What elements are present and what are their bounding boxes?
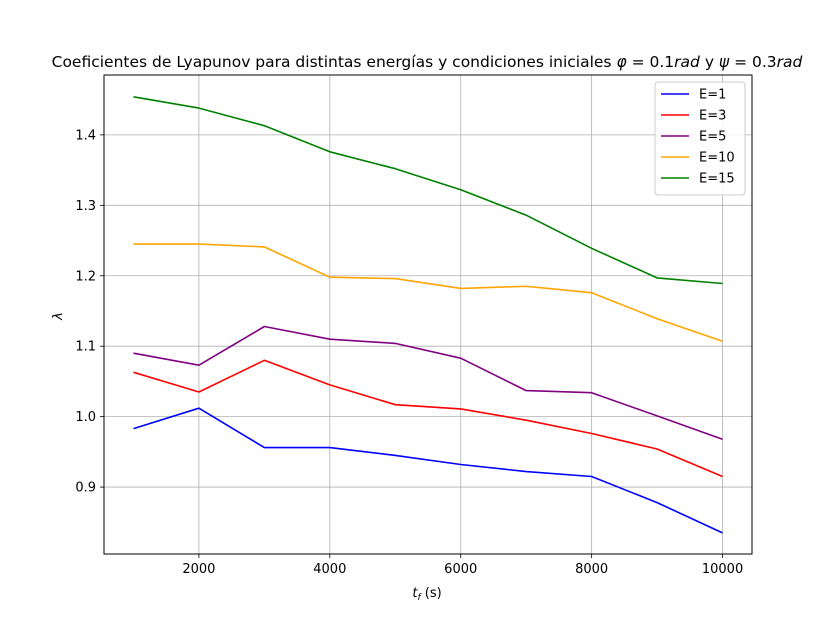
y-tick-label: 1.0 — [75, 410, 96, 425]
y-axis-ticks: 0.9 1.0 1.1 1.2 1.3 1.4 — [75, 128, 104, 496]
series-lines — [133, 96, 723, 534]
y-tick-label: 1.2 — [75, 269, 96, 284]
series-line-e-10 — [133, 243, 723, 343]
series-line-e-3 — [133, 359, 723, 478]
series-line-e-15 — [133, 96, 723, 285]
x-tick-label: 2000 — [182, 562, 215, 577]
y-tick-label: 1.4 — [75, 128, 96, 143]
chart-title-psi-value: = 0.3 — [729, 53, 777, 71]
x-axis-label-t: t — [412, 586, 418, 601]
legend-label: E=3 — [699, 109, 726, 124]
legend-label: E=5 — [699, 130, 726, 145]
x-tick-label: 8000 — [575, 562, 608, 577]
chart-title-unit-1: rad — [674, 53, 700, 71]
x-tick-label: 10000 — [702, 562, 743, 577]
legend-label: E=10 — [699, 151, 735, 166]
series-line-e-5 — [133, 325, 723, 440]
legend-label: E=1 — [699, 88, 726, 103]
chart-title-unit-2: rad — [777, 53, 803, 71]
y-tick-label: 1.1 — [75, 340, 96, 355]
legend-label: E=15 — [699, 172, 735, 187]
plot-frame — [103, 74, 753, 555]
legend: E=1 E=3 E=5 E=10 E=15 — [654, 81, 746, 196]
chart-title-phi: φ — [616, 53, 627, 71]
x-axis-label-subscript: f — [417, 593, 422, 603]
x-tick-label: 4000 — [313, 562, 346, 577]
x-tick-label: 6000 — [444, 562, 477, 577]
series-line-e-1 — [133, 407, 723, 534]
legend-box — [654, 81, 746, 196]
chart-title-conj: y — [700, 53, 719, 71]
chart-title-phi-value: = 0.1 — [627, 53, 675, 71]
chart-title-psi: ψ — [719, 53, 730, 71]
y-tick-label: 1.3 — [75, 199, 96, 214]
grid-lines — [104, 75, 752, 554]
x-axis-label-unit: (s) — [421, 586, 442, 601]
chart-title: Coeficientes de Lyapunov para distintas … — [52, 53, 803, 71]
x-axis-ticks: 2000 4000 6000 8000 10000 — [182, 554, 743, 577]
chart-title-text: Coeficientes de Lyapunov para distintas … — [52, 53, 617, 71]
y-axis-label: λ — [51, 312, 66, 321]
x-axis-label: tf (s) — [412, 586, 441, 603]
y-tick-label: 0.9 — [75, 481, 96, 496]
